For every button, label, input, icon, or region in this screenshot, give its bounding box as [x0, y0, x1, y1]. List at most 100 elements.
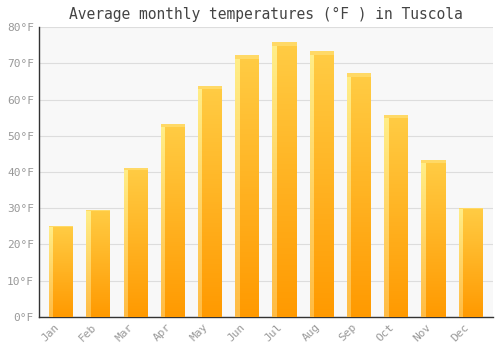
Bar [422, 214, 446, 216]
Bar [347, 94, 352, 96]
Bar [458, 234, 463, 236]
Bar [235, 55, 260, 59]
Bar [310, 82, 334, 84]
Bar [235, 273, 260, 275]
Bar [86, 228, 110, 229]
Bar [198, 218, 222, 220]
Bar [198, 216, 222, 218]
Bar [310, 58, 334, 61]
Bar [458, 307, 463, 308]
Bar [384, 142, 388, 144]
Bar [384, 182, 388, 184]
Bar [347, 101, 352, 104]
Bar [458, 294, 483, 295]
Bar [384, 259, 408, 260]
Bar [422, 216, 446, 217]
Bar [160, 231, 185, 232]
Bar [347, 261, 352, 264]
Bar [384, 146, 388, 148]
Bar [347, 244, 352, 246]
Bar [160, 284, 185, 286]
Bar [422, 183, 426, 184]
Bar [160, 301, 165, 303]
Bar [310, 111, 314, 113]
Bar [310, 185, 334, 187]
Bar [458, 315, 483, 316]
Bar [49, 282, 73, 284]
Bar [124, 192, 128, 194]
Bar [198, 266, 222, 268]
Bar [198, 294, 222, 296]
Bar [272, 213, 296, 216]
Bar [49, 248, 73, 249]
Bar [160, 307, 185, 309]
Bar [422, 267, 426, 268]
Bar [310, 206, 314, 209]
Bar [160, 263, 165, 265]
Bar [422, 181, 446, 183]
Bar [272, 131, 296, 134]
Bar [198, 197, 222, 199]
Bar [198, 145, 222, 147]
Bar [422, 172, 426, 174]
Bar [422, 298, 426, 300]
Bar [384, 182, 408, 184]
Bar [124, 210, 128, 211]
Bar [198, 246, 202, 248]
Bar [235, 187, 260, 189]
Bar [124, 244, 128, 246]
Bar [160, 202, 165, 204]
Bar [347, 256, 371, 259]
Bar [86, 265, 90, 266]
Bar [160, 213, 185, 215]
Bar [49, 285, 54, 286]
Bar [235, 262, 240, 265]
Bar [384, 154, 388, 156]
Bar [458, 274, 463, 275]
Bar [160, 192, 185, 194]
Bar [198, 273, 202, 275]
Bar [310, 245, 314, 248]
Bar [86, 277, 90, 278]
Bar [422, 197, 426, 198]
Bar [198, 206, 202, 209]
Bar [272, 210, 277, 213]
Bar [422, 245, 446, 247]
Bar [160, 225, 185, 227]
Bar [272, 172, 277, 175]
Bar [124, 223, 128, 225]
Bar [198, 278, 202, 280]
Bar [272, 197, 277, 199]
Bar [384, 313, 388, 315]
Bar [384, 303, 388, 305]
Bar [310, 214, 334, 216]
Bar [347, 159, 352, 162]
Bar [86, 212, 110, 213]
Bar [198, 188, 202, 190]
Bar [347, 152, 352, 154]
Bar [347, 193, 352, 196]
Bar [458, 302, 463, 303]
Bar [124, 252, 128, 253]
Bar [235, 299, 260, 301]
Bar [384, 168, 408, 170]
Bar [198, 202, 222, 204]
Bar [458, 278, 483, 279]
Bar [124, 250, 128, 252]
Bar [160, 163, 185, 165]
Bar [235, 88, 240, 90]
Bar [458, 287, 483, 289]
Bar [384, 166, 408, 168]
Bar [235, 257, 240, 259]
Bar [384, 273, 408, 275]
Bar [347, 125, 352, 128]
Bar [310, 240, 314, 243]
Bar [310, 269, 314, 272]
Bar [235, 275, 260, 278]
Bar [310, 158, 314, 161]
Bar [310, 134, 314, 137]
Bar [422, 225, 426, 226]
Bar [198, 252, 222, 255]
Bar [272, 205, 277, 208]
Bar [198, 227, 222, 230]
